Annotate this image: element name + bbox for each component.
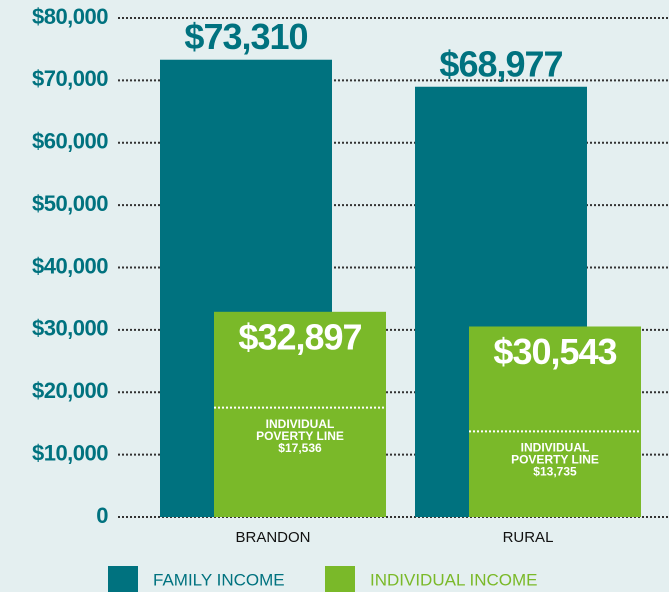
poverty-label: INDIVIDUAL	[266, 417, 335, 431]
bar	[469, 326, 641, 517]
y-tick-label: $20,000	[32, 378, 108, 403]
legend-label: INDIVIDUAL INCOME	[370, 570, 538, 589]
y-tick-label: $50,000	[32, 191, 108, 216]
legend-label: FAMILY INCOME	[153, 570, 285, 589]
value-label: $68,977	[439, 43, 562, 84]
y-tick-label: 0	[96, 503, 108, 528]
legend-swatch	[108, 566, 138, 592]
bar	[214, 311, 386, 517]
value-label: $32,897	[238, 316, 361, 357]
y-tick-label: $10,000	[32, 440, 108, 465]
y-tick-label: $70,000	[32, 66, 108, 91]
x-tick-label: BRANDON	[235, 529, 310, 546]
value-label: $30,543	[493, 331, 616, 372]
poverty-label: POVERTY LINE	[511, 452, 599, 466]
y-tick-label: $80,000	[32, 4, 108, 29]
y-tick-label: $40,000	[32, 253, 108, 278]
value-label: $73,310	[184, 16, 307, 57]
poverty-value: $17,536	[278, 441, 322, 455]
y-tick-label: $60,000	[32, 129, 108, 154]
y-tick-label: $30,000	[32, 316, 108, 341]
poverty-label: POVERTY LINE	[256, 429, 344, 443]
x-tick-label: RURAL	[503, 529, 554, 546]
legend-swatch	[325, 566, 355, 592]
poverty-value: $13,735	[533, 464, 577, 478]
poverty-label: INDIVIDUAL	[521, 440, 590, 454]
